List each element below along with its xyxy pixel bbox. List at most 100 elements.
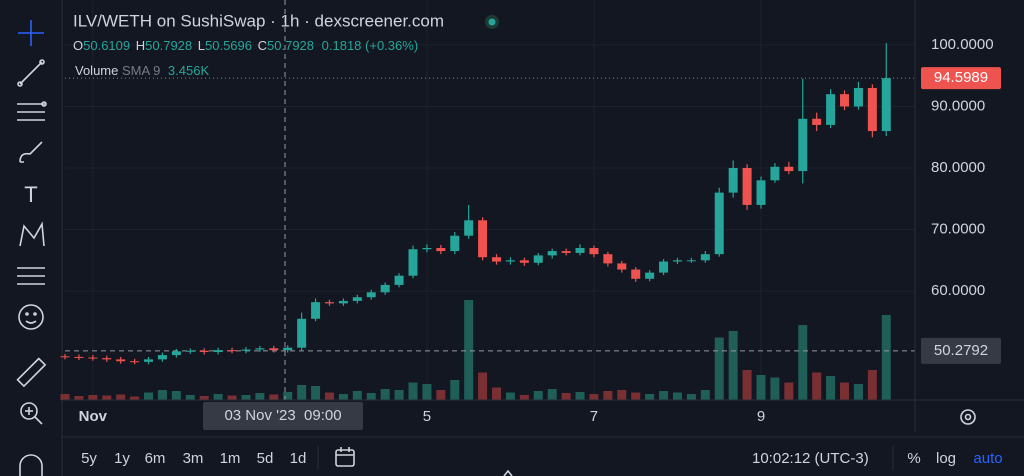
candle-body	[505, 260, 515, 262]
crosshair-tool[interactable]	[18, 20, 44, 46]
volume-bar	[130, 396, 140, 400]
zoom-tool[interactable]	[20, 402, 43, 425]
clock: 10:02:12 (UTC-3)	[752, 450, 869, 467]
timeframe-button[interactable]: 1y	[114, 450, 130, 467]
candle-body	[492, 257, 502, 262]
volume-bar	[199, 396, 209, 400]
text-tool[interactable]: T	[24, 182, 37, 207]
fib-tool[interactable]	[17, 101, 47, 121]
scale-button[interactable]: %	[907, 450, 920, 467]
volume-bar	[547, 389, 557, 400]
timeframe-button[interactable]: 3m	[183, 450, 204, 467]
volume-bar	[324, 392, 334, 400]
candle-body	[60, 356, 70, 358]
candle-body	[742, 168, 752, 205]
timeframe-button[interactable]: 1m	[220, 450, 241, 467]
candle-body	[645, 272, 655, 279]
volume-bar	[700, 390, 710, 400]
timeframe-button[interactable]: 6m	[145, 450, 166, 467]
candle-body	[464, 220, 474, 236]
candle-body	[853, 88, 863, 107]
timeframe-bar: 5y 1y 6m 3m 1m 5d 1d	[81, 450, 306, 467]
line-tool[interactable]	[17, 59, 45, 87]
volume-bar	[394, 390, 404, 400]
candle-body	[366, 292, 376, 298]
scale-buttons: % log auto	[907, 450, 1002, 467]
volume-bar	[589, 394, 599, 400]
volume-bar	[492, 387, 502, 400]
volume-bar	[659, 391, 669, 400]
legend-key: O	[73, 38, 83, 53]
text-tool-glyph: T	[24, 182, 37, 207]
scale-button[interactable]: auto	[973, 450, 1002, 467]
candle-body	[659, 261, 669, 273]
x-tick-label: Nov	[79, 408, 108, 425]
volume-bar	[853, 384, 863, 400]
candle-body	[144, 359, 154, 362]
volume-bar	[742, 370, 752, 400]
legend-key: L	[198, 38, 205, 53]
candle-body	[617, 263, 627, 270]
candle-body	[561, 251, 571, 253]
volume-bar	[88, 395, 98, 400]
candle-body	[199, 350, 209, 352]
emoji-tool[interactable]	[18, 304, 44, 330]
legend-change-pct: (+0.36%)	[365, 38, 418, 53]
volume-bar	[464, 300, 474, 400]
volume-bar	[770, 377, 780, 400]
volume-bar	[686, 394, 696, 400]
volume-bar	[352, 391, 362, 400]
volume-bar	[450, 380, 460, 400]
goto-date-button[interactable]	[335, 447, 355, 467]
volume-bar	[408, 382, 418, 400]
pattern-tool[interactable]	[19, 221, 45, 247]
candle-body	[700, 254, 710, 261]
candle-body	[519, 260, 529, 263]
candle-body	[185, 350, 195, 352]
candle-body	[450, 235, 460, 252]
candle-body	[352, 297, 362, 301]
candle-body	[812, 118, 822, 125]
volume-bar	[478, 372, 488, 400]
ruler-tool[interactable]	[16, 357, 47, 388]
crosshair-price-label: 50.2792	[934, 342, 988, 359]
volume-bar	[241, 395, 251, 400]
chart-title: ILV/WETH on SushiSwap · 1h · dexscreener…	[73, 11, 444, 30]
candle-body	[74, 356, 84, 358]
candle-body	[324, 302, 334, 304]
scale-button[interactable]: log	[936, 450, 956, 467]
candle-body	[311, 302, 321, 319]
timeframe-button[interactable]: 5d	[257, 450, 274, 467]
magnet-tool[interactable]	[19, 454, 43, 476]
candle-body	[255, 348, 265, 350]
volume-bar	[380, 389, 390, 400]
y-tick-label: 70.0000	[931, 221, 985, 238]
crosshair-time-box	[203, 402, 363, 430]
timeframe-button[interactable]: 1d	[290, 450, 307, 467]
candle-body	[436, 248, 446, 252]
candle-body	[102, 358, 112, 360]
collapse-handle[interactable]	[503, 469, 513, 476]
candle-body	[116, 359, 126, 362]
settings-button[interactable]	[960, 409, 976, 425]
candle-body	[130, 361, 140, 363]
volume-bar	[617, 390, 627, 400]
candle-body	[533, 255, 543, 263]
candle-body	[241, 349, 251, 351]
volume-bar	[171, 391, 181, 400]
timeframe-button[interactable]: 5y	[81, 450, 97, 467]
volume-bar	[297, 385, 307, 400]
volume-bar	[867, 370, 877, 400]
volume-bar	[575, 392, 585, 400]
volume-bar	[74, 396, 84, 400]
brush-tool[interactable]	[19, 141, 43, 163]
legend-value: 50.6109	[83, 38, 130, 53]
volume-sma: SMA 9	[122, 63, 160, 78]
prediction-tool[interactable]	[17, 267, 45, 285]
volume-bar	[157, 390, 167, 400]
candle-body	[297, 318, 307, 348]
volume-bar	[269, 394, 279, 400]
candle-body	[603, 254, 613, 264]
candle-body	[826, 94, 836, 125]
